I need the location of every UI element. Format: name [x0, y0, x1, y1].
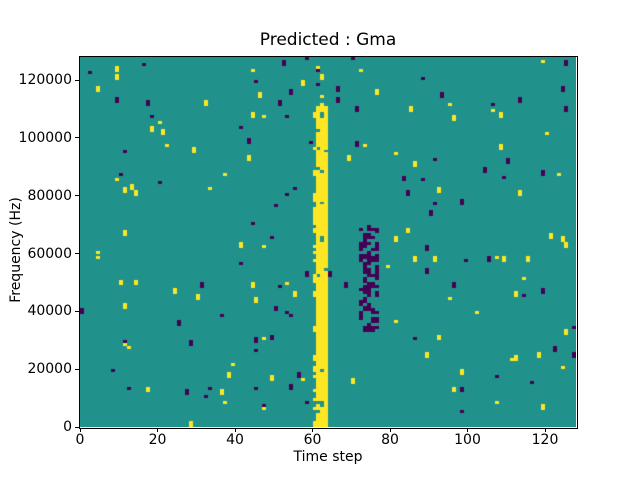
- x-tick-label: 40: [226, 432, 244, 448]
- y-tick-label: 0: [63, 419, 72, 435]
- x-tick-label: 100: [454, 432, 481, 448]
- y-tick-label: 20000: [27, 361, 72, 378]
- plot-title: Predicted : Gma: [259, 30, 397, 50]
- x-tick-mark: [312, 428, 313, 432]
- x-tick-mark: [157, 428, 158, 432]
- x-tick-label: 80: [381, 432, 399, 448]
- x-tick-label: 0: [75, 432, 85, 448]
- x-tick-mark: [234, 428, 236, 432]
- x-tick-label: 60: [303, 432, 322, 448]
- y-tick-mark: [75, 79, 79, 81]
- y-tick-label: 120000: [18, 72, 72, 89]
- y-tick-mark: [75, 253, 79, 255]
- y-tick-mark: [75, 368, 79, 370]
- y-tick-label: 80000: [27, 187, 72, 204]
- y-tick-mark: [75, 195, 79, 197]
- x-tick-label: 20: [148, 432, 167, 448]
- y-tick-mark: [75, 137, 79, 139]
- x-tick-mark: [79, 428, 81, 432]
- y-tick-mark: [75, 426, 79, 428]
- y-axis-label: Frequency (Hz): [8, 197, 24, 303]
- x-tick-mark: [544, 428, 546, 432]
- y-tick-label: 40000: [27, 303, 72, 320]
- x-axis-label: Time step: [293, 449, 363, 465]
- x-tick-mark: [467, 428, 468, 432]
- x-tick-mark: [389, 428, 391, 432]
- x-tick-label: 120: [531, 432, 559, 448]
- y-tick-label: 60000: [27, 245, 72, 262]
- y-tick-mark: [75, 310, 79, 312]
- y-axis-label-text: Frequency (Hz): [8, 197, 24, 303]
- heatmap-plot-area: [80, 57, 576, 427]
- y-tick-label: 100000: [18, 129, 72, 146]
